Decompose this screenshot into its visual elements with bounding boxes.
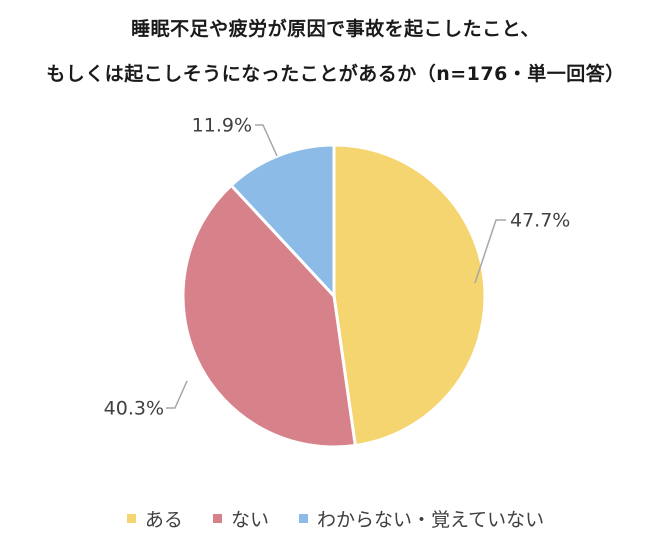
legend-swatch-wakaranai (299, 514, 309, 523)
data-label-nai: 40.3% (104, 398, 164, 420)
legend-item-wakaranai: わからない・覚えていない (299, 505, 544, 532)
pie-slice-nai (181, 183, 357, 449)
legend-label-nai: ない (230, 509, 269, 531)
legend-label-aru: ある (144, 509, 183, 531)
legend-label-wakaranai: わからない・覚えていない (317, 509, 545, 531)
leader-line-nai (166, 380, 188, 409)
legend-swatch-aru (126, 514, 136, 523)
pie-slice-aru (332, 143, 487, 447)
data-label-aru: 47.7% (510, 210, 570, 232)
legend-swatch-nai (212, 514, 222, 523)
leader-line-wakaranai (255, 124, 278, 157)
legend-item-aru: ある (126, 505, 183, 532)
pie-slice-wakaranai (229, 143, 336, 298)
leader-line-aru (474, 219, 506, 284)
legend-item-nai: ない (212, 505, 269, 532)
chart-legend: ある ない わからない・覚えていない (0, 505, 671, 532)
pie-chart: 47.7% 40.3% 11.9% (104, 115, 570, 449)
chart-title-line-1: 睡眠不足や疲労が原因で事故を起こしたこと、 (131, 18, 540, 40)
data-label-wakaranai: 11.9% (192, 115, 252, 137)
chart-title-line-2: もしくは起こしそうになったことがあるか（n=176・単一回答） (46, 63, 625, 85)
